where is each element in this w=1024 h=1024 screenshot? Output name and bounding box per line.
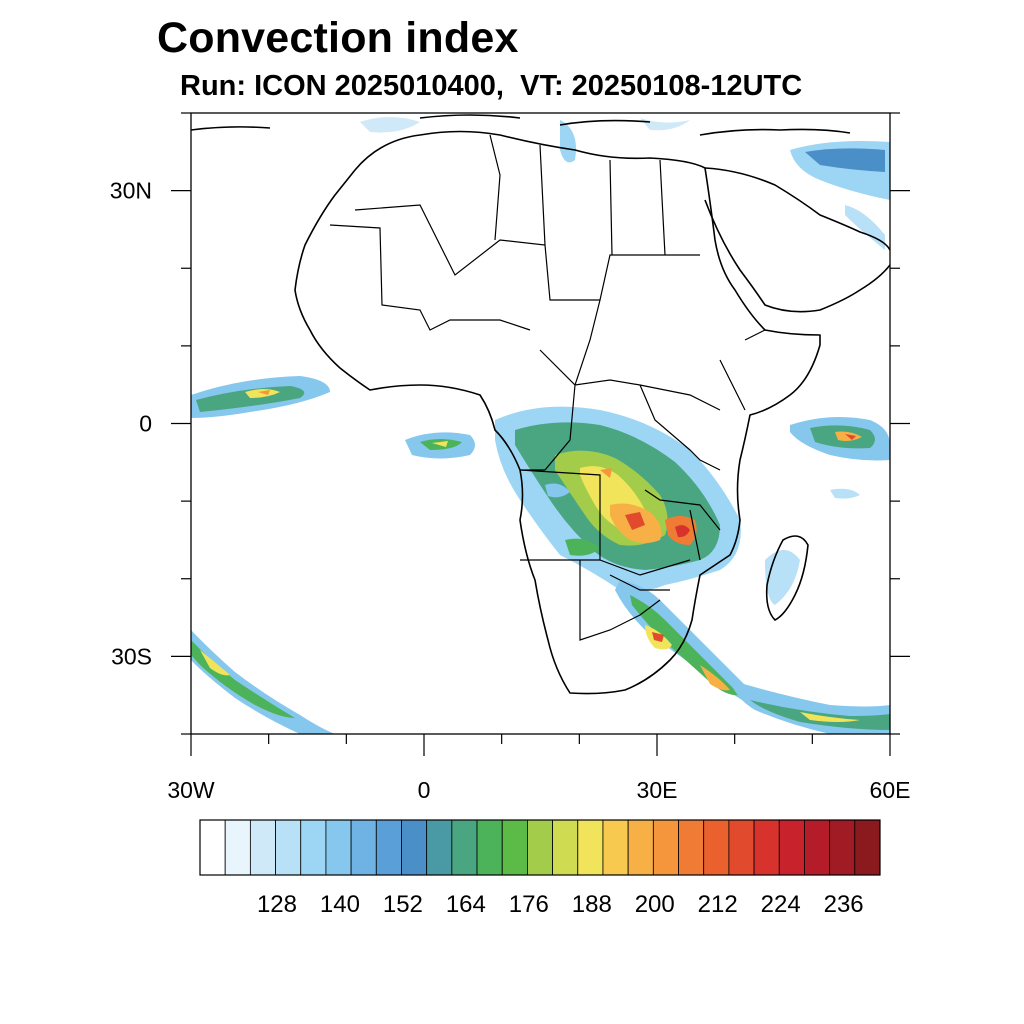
colorbar-swatch [703,819,730,876]
colorbar-label: 224 [761,891,801,918]
colorbar-swatch [854,819,881,876]
colorbar-swatch [350,819,377,876]
axis-ticks [171,112,910,756]
lon-tick-label: 30E [637,777,678,803]
convection-field [191,117,890,734]
colorbar-labels: 128 140 152 164 176 188 200 212 224 236 [257,891,864,918]
coastlines [191,114,890,695]
colorbar-swatch [829,819,856,876]
colorbar-swatch [275,819,302,876]
colorbar-label: 212 [698,891,738,918]
lat-tick-label: 30N [110,178,152,204]
colorbar-label: 176 [509,891,549,918]
lat-tick-label: 30S [111,643,152,669]
colorbar-label: 128 [257,891,297,918]
colorbar-swatch [224,819,251,876]
colorbar-swatch [728,819,755,876]
colorbar-swatch [300,819,327,876]
colorbar-swatch [552,819,579,876]
lon-tick-label: 60E [870,777,911,803]
colorbar-label: 236 [824,891,864,918]
colorbar-swatch [501,819,528,876]
colorbar-label: 140 [320,891,360,918]
colorbar-label: 164 [446,891,486,918]
colorbar-label: 188 [572,891,612,918]
lat-tick-label: 0 [139,411,152,437]
colorbar-swatch [476,819,503,876]
colorbar-swatch [652,819,679,876]
map-title: Convection index [157,14,519,62]
colorbar-swatch [678,819,705,876]
latitude-axis: 30N 0 30S [110,178,152,670]
colorbar-swatch [249,819,276,876]
colorbar [199,819,881,876]
lon-tick-label: 30W [167,777,215,803]
colorbar-swatch [375,819,402,876]
colorbar-swatch [426,819,453,876]
colorbar-label: 152 [383,891,423,918]
colorbar-swatch [778,819,805,876]
colorbar-swatch [627,819,654,876]
colorbar-swatch [199,819,226,876]
lon-tick-label: 0 [418,777,431,803]
colorbar-swatch [602,819,629,876]
colorbar-swatch [325,819,352,876]
map-subtitle: Run: ICON 2025010400, VT: 20250108-12UTC [180,70,803,102]
colorbar-swatch [401,819,428,876]
colorbar-swatch [577,819,604,876]
colorbar-swatch [451,819,478,876]
country-borders [329,134,766,641]
longitude-axis: 30W 0 30E 60E [167,777,910,803]
colorbar-label: 200 [635,891,675,918]
colorbar-swatch [804,819,831,876]
colorbar-swatch [753,819,780,876]
colorbar-swatch [527,819,553,876]
